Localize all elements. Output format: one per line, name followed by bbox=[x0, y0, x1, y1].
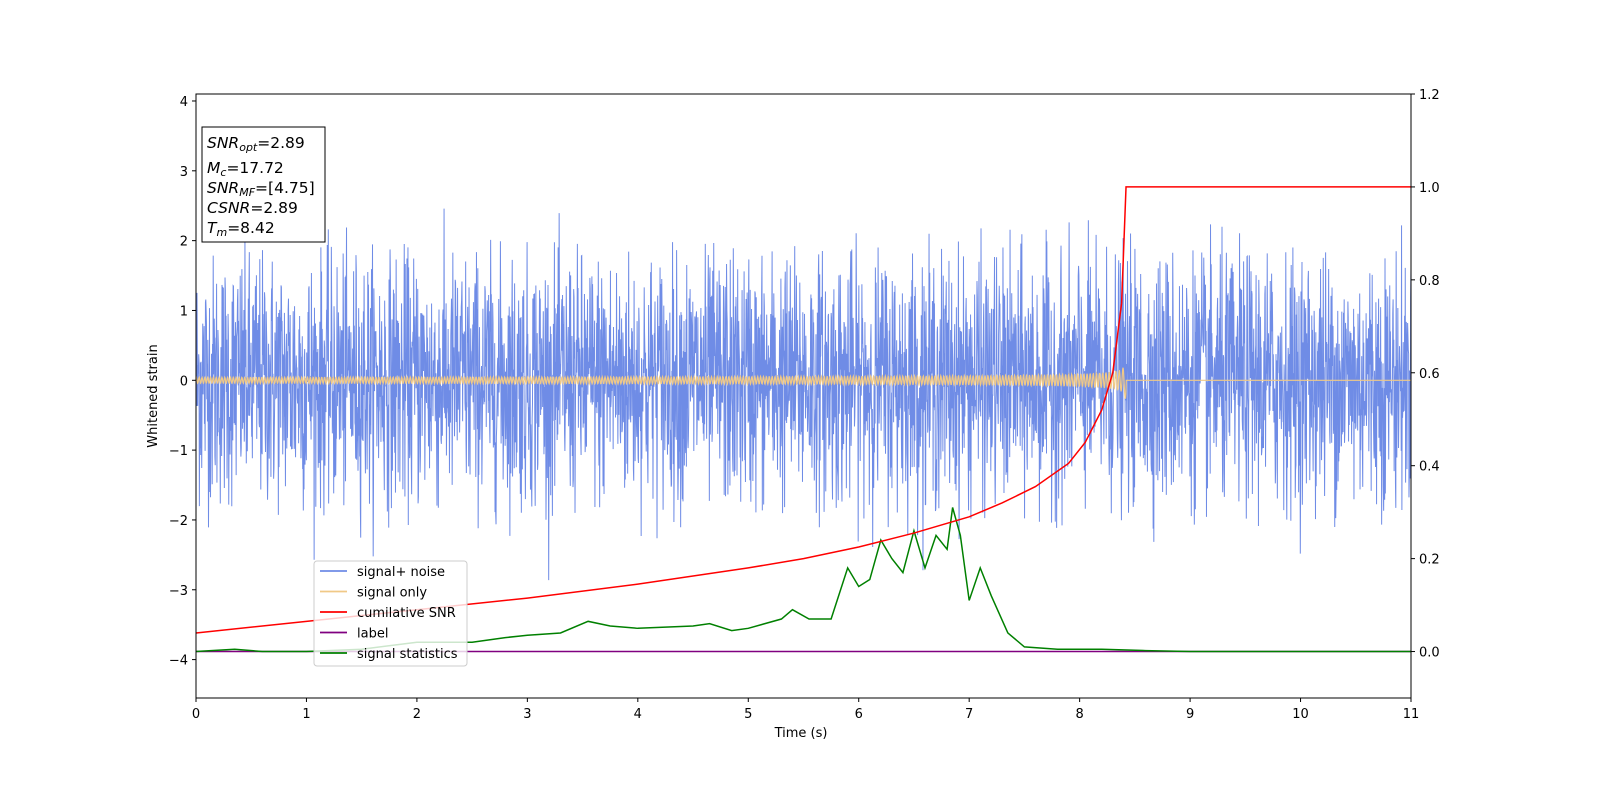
y-left-tick-label: −2 bbox=[169, 514, 188, 529]
y-right-tick-label: 0.0 bbox=[1419, 646, 1440, 661]
legend: signal+ noise signal only cumilative SNR la… bbox=[313, 560, 468, 667]
csnr-main: CSNR bbox=[207, 199, 250, 217]
csnr-text: CSNR=2.89 bbox=[207, 199, 298, 217]
info-box: SNRopt=2.89 Mc=17.72 SNRMF=[4.75] CSNR=2… bbox=[201, 126, 326, 243]
y-right-tick-label: 0.2 bbox=[1419, 553, 1440, 568]
mc-sub: c bbox=[220, 166, 226, 179]
snr-mf-main: SNR bbox=[207, 179, 239, 197]
x-tick-label: 10 bbox=[1292, 707, 1309, 722]
csnr-value: =2.89 bbox=[250, 199, 298, 217]
x-axis-label: Time (s) bbox=[774, 726, 828, 741]
snr-mf-text: SNRMF=[4.75] bbox=[207, 179, 315, 199]
y-axis-label: Whitened strain bbox=[146, 344, 161, 447]
mc-text: Mc=17.72 bbox=[207, 159, 284, 179]
legend-label: cumilative SNR bbox=[357, 606, 456, 621]
x-tick-label: 6 bbox=[855, 707, 863, 722]
mc-main: M bbox=[207, 159, 220, 177]
series-signal-noise-line bbox=[195, 208, 1412, 581]
mc-value: =17.72 bbox=[226, 159, 283, 177]
y-axis-left: −4 −3 −2 −1 0 1 2 3 4 bbox=[169, 95, 196, 669]
tm-main: T bbox=[207, 219, 218, 237]
snr-opt-sub: opt bbox=[239, 141, 258, 154]
legend-frame bbox=[313, 560, 468, 667]
x-tick-label: 7 bbox=[965, 707, 973, 722]
series-signal-statistics-line bbox=[195, 507, 1411, 653]
legend-label: signal statistics bbox=[357, 647, 458, 662]
x-tick-label: 0 bbox=[192, 707, 200, 722]
snr-mf-sub: MF bbox=[239, 186, 255, 199]
snr-opt-text: SNRopt=2.89 bbox=[207, 134, 305, 154]
info-box-frame bbox=[201, 126, 326, 243]
legend-label: label bbox=[357, 627, 388, 642]
plot-frame bbox=[195, 93, 1412, 699]
legend-label: signal+ noise bbox=[357, 565, 445, 580]
series-signal-only-line bbox=[195, 367, 1411, 399]
x-tick-label: 2 bbox=[413, 707, 421, 722]
y-left-tick-label: 4 bbox=[180, 95, 188, 110]
tm-text: Tm=8.42 bbox=[207, 219, 275, 239]
y-right-tick-label: 1.0 bbox=[1419, 181, 1440, 196]
x-tick-label: 1 bbox=[302, 707, 310, 722]
snr-opt-value: =2.89 bbox=[257, 134, 305, 152]
x-tick-label: 4 bbox=[634, 707, 642, 722]
x-axis: 0 1 2 3 4 5 6 7 8 9 10 11 bbox=[192, 698, 1419, 722]
tm-sub: m bbox=[216, 226, 227, 239]
legend-items: signal+ noise signal only cumilative SNR la… bbox=[320, 565, 458, 662]
y-left-tick-label: −1 bbox=[169, 444, 188, 459]
series-cumulative-snr-line bbox=[195, 186, 1411, 634]
y-right-tick-label: 0.6 bbox=[1419, 367, 1440, 382]
y-right-tick-label: 0.4 bbox=[1419, 460, 1440, 475]
legend-label: signal only bbox=[357, 586, 427, 601]
y-axis-right: 0.0 0.2 0.4 0.6 0.8 1.0 1.2 bbox=[1411, 88, 1440, 661]
y-left-tick-label: 3 bbox=[180, 165, 188, 180]
snr-opt-main: SNR bbox=[207, 134, 239, 152]
x-tick-label: 8 bbox=[1075, 707, 1083, 722]
y-left-tick-label: 1 bbox=[180, 304, 188, 319]
y-left-tick-label: 2 bbox=[180, 235, 188, 250]
y-right-tick-label: 1.2 bbox=[1419, 88, 1440, 103]
x-tick-label: 5 bbox=[744, 707, 752, 722]
x-tick-label: 11 bbox=[1403, 707, 1420, 722]
y-left-tick-label: −3 bbox=[169, 584, 188, 599]
snr-mf-value: =[4.75] bbox=[255, 179, 315, 197]
tm-value: =8.42 bbox=[227, 219, 275, 237]
y-right-tick-label: 0.8 bbox=[1419, 274, 1440, 289]
y-left-tick-label: 0 bbox=[180, 374, 188, 389]
y-left-tick-label: −4 bbox=[169, 654, 188, 669]
x-tick-label: 3 bbox=[523, 707, 531, 722]
x-tick-label: 9 bbox=[1186, 707, 1194, 722]
